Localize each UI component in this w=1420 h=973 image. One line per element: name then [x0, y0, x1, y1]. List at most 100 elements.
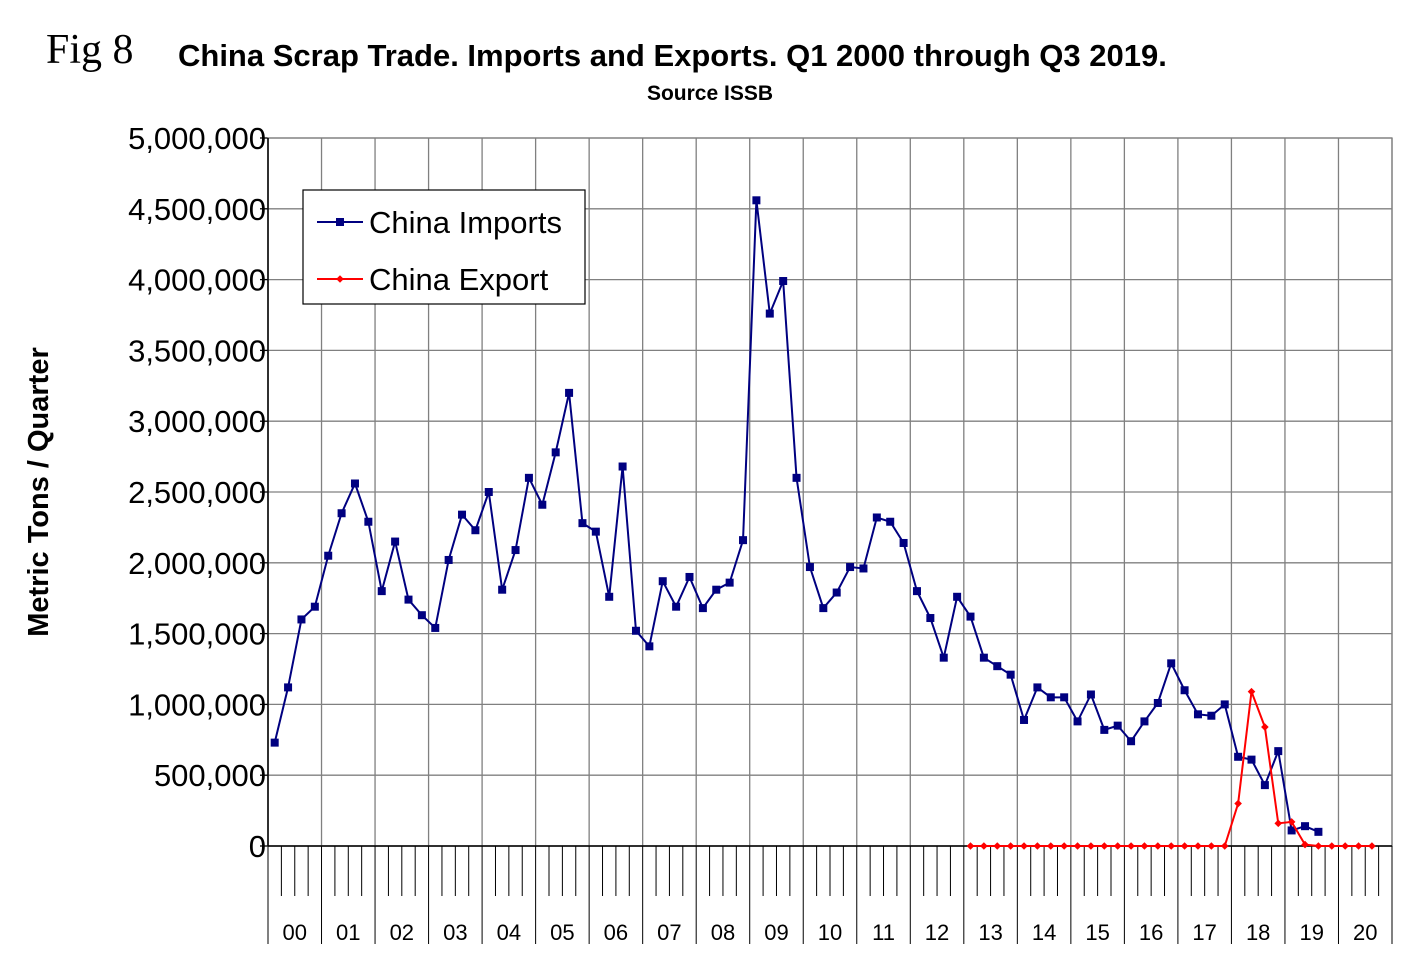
y-axis-label: Metric Tons / Quarter — [23, 347, 55, 637]
x-tick-label: 19 — [1299, 920, 1323, 945]
data-point — [565, 388, 574, 397]
data-point — [1220, 700, 1229, 709]
data-point — [1127, 842, 1135, 850]
x-tick-label: 10 — [818, 920, 842, 945]
data-point — [1100, 725, 1109, 734]
data-point — [899, 538, 908, 547]
data-point — [1314, 842, 1323, 850]
data-point — [1274, 819, 1283, 828]
data-point — [1194, 842, 1202, 850]
data-point — [605, 592, 614, 601]
x-tick-label: 11 — [872, 920, 895, 945]
data-point — [1167, 659, 1176, 668]
data-point — [819, 604, 828, 613]
data-point — [658, 577, 667, 586]
x-tick-label: 05 — [550, 920, 574, 945]
data-point — [270, 738, 279, 747]
data-point — [404, 595, 413, 604]
data-point — [859, 564, 868, 573]
data-point — [1167, 842, 1176, 850]
data-point — [1087, 842, 1095, 850]
data-point — [1020, 715, 1029, 724]
data-point — [1060, 842, 1068, 850]
y-tick-label: 3,500,000 — [128, 333, 266, 368]
data-point — [431, 623, 440, 632]
data-point — [765, 309, 774, 318]
data-point — [444, 555, 453, 564]
data-point — [752, 196, 761, 205]
data-point — [458, 510, 467, 519]
series-china-export — [966, 687, 1376, 850]
y-tick-label: 2,500,000 — [128, 475, 266, 510]
data-point — [377, 587, 386, 596]
data-point — [1113, 721, 1122, 730]
data-point — [538, 500, 547, 509]
data-point — [417, 611, 426, 620]
data-point — [993, 662, 1002, 671]
data-point — [364, 517, 373, 526]
y-tick-label: 2,000,000 — [128, 546, 266, 581]
data-point — [1368, 842, 1376, 850]
x-tick-labels: 00 01 02 03 04 05 06 07 08 09 10 11 12 13 14 15 16 17 18 19… — [283, 920, 1378, 945]
data-point — [712, 585, 721, 594]
data-point — [926, 614, 935, 623]
data-point — [1020, 842, 1028, 850]
data-point — [953, 592, 962, 601]
data-point — [1180, 842, 1189, 850]
legend-swatch-marker — [336, 218, 344, 226]
data-point — [1046, 842, 1055, 850]
data-point — [1153, 698, 1162, 707]
x-tick-label: 00 — [283, 920, 307, 945]
chart-subtitle: Source ISSB — [646, 82, 774, 105]
data-point — [471, 526, 480, 535]
data-point — [886, 517, 895, 526]
data-point — [792, 473, 801, 482]
data-point — [645, 642, 654, 651]
x-tick-label: 02 — [390, 920, 414, 945]
data-point — [1234, 799, 1242, 808]
legend-box — [302, 189, 586, 305]
data-point — [618, 462, 627, 471]
x-tick-label: 17 — [1192, 920, 1216, 945]
data-point — [1140, 717, 1149, 726]
axes — [260, 137, 1393, 944]
x-tick-label: 15 — [1085, 920, 1109, 945]
x-tick-label: 06 — [604, 920, 628, 945]
data-point — [1073, 842, 1082, 850]
data-point — [1287, 826, 1296, 835]
data-point — [1140, 842, 1149, 850]
data-point — [1274, 747, 1283, 756]
data-point — [939, 653, 948, 662]
data-point — [1100, 842, 1109, 850]
data-point — [979, 653, 988, 662]
data-point — [1033, 683, 1042, 692]
data-point — [1046, 693, 1055, 702]
data-point — [350, 479, 359, 488]
data-point — [1260, 781, 1269, 790]
x-tick-label: 03 — [443, 920, 467, 945]
figure-label: Fig 8 — [46, 27, 134, 73]
data-point — [631, 626, 640, 635]
legend: China Imports China Export — [302, 189, 586, 305]
x-tick-label: 01 — [336, 920, 360, 945]
data-point — [1127, 737, 1136, 746]
x-tick-label: 07 — [657, 920, 681, 945]
x-tick-label: 13 — [978, 920, 1002, 945]
data-point — [284, 683, 293, 692]
series — [270, 196, 1376, 850]
data-point — [1301, 840, 1309, 849]
data-point — [1060, 693, 1069, 702]
data-point — [1073, 717, 1082, 726]
data-point — [337, 509, 346, 518]
chart-title: China Scrap Trade. Imports and Exports. … — [178, 38, 1167, 73]
y-tick-label: 500,000 — [154, 758, 266, 793]
data-point — [1234, 752, 1243, 761]
data-point — [1327, 842, 1336, 850]
y-tick-label: 4,500,000 — [128, 192, 266, 227]
data-point — [1247, 755, 1256, 764]
data-point — [297, 615, 306, 624]
data-point — [591, 527, 600, 536]
y-tick-label: 5,000,000 — [128, 121, 266, 156]
y-tick-label: 1,000,000 — [128, 687, 266, 722]
